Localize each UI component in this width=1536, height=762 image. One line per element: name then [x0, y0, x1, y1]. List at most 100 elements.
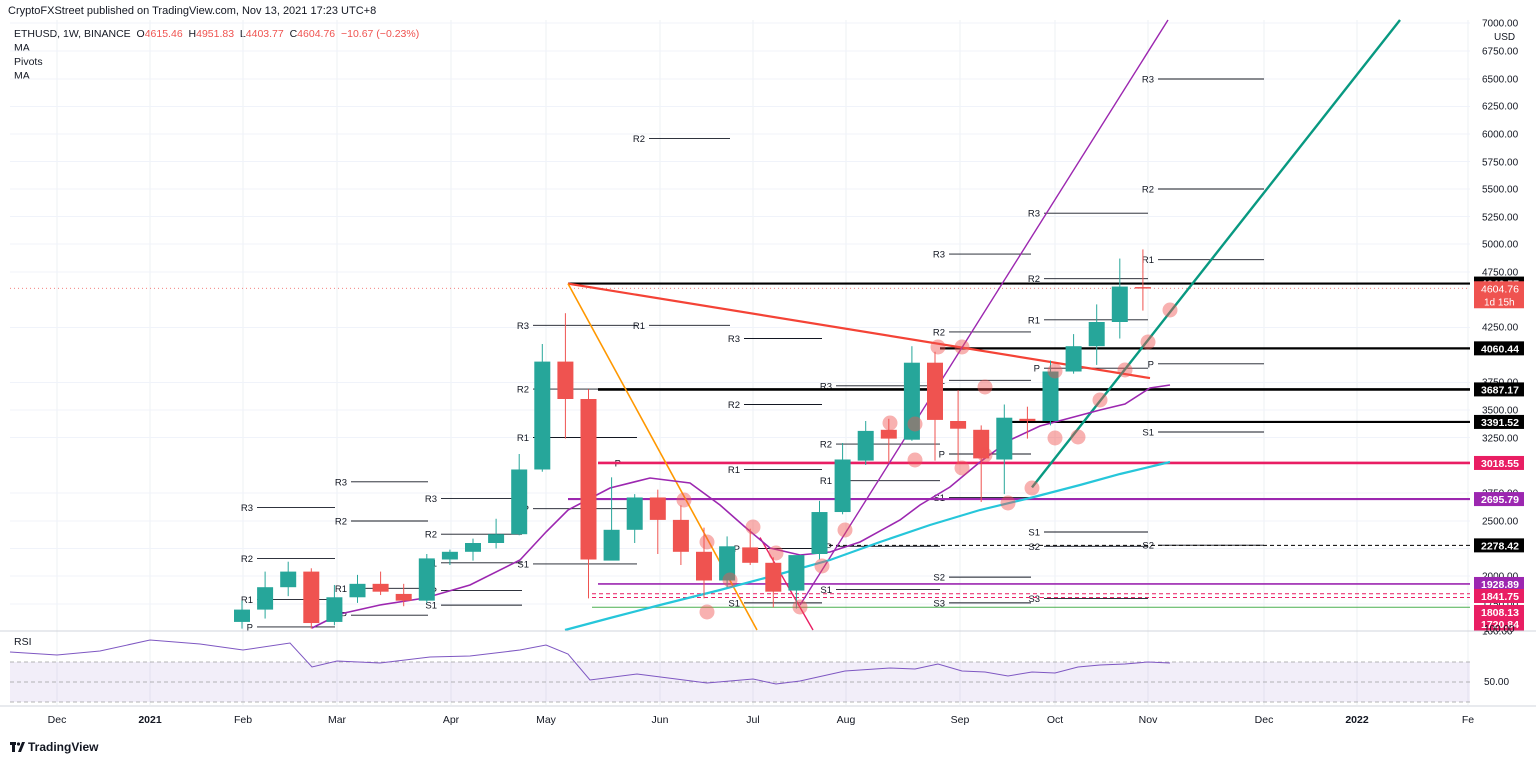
price-level-tag: [1474, 414, 1524, 429]
moving-average-fast: [311, 384, 1171, 629]
pivot-label: R2: [820, 440, 832, 451]
candle-up: [349, 583, 366, 598]
high-value: 4951.83: [196, 28, 235, 40]
current-price-text: 4604.76: [1481, 283, 1519, 295]
time-tick: May: [536, 714, 557, 726]
pivot-label: P: [1034, 364, 1040, 375]
price-level-tag: [1474, 455, 1524, 470]
price-level-tag-text: 3391.52: [1481, 417, 1519, 429]
ohlc-row: ETHUSD, 1W, BINANCE O4615.46 H4951.83 L4…: [14, 27, 419, 41]
pivot-label: R1: [633, 321, 645, 332]
descending-red-trendline: [567, 282, 1151, 380]
touch-marker: [1000, 495, 1016, 511]
time-tick: Sep: [951, 714, 970, 726]
candle-up: [1065, 346, 1082, 372]
short-magenta-trendline: [759, 537, 814, 631]
candle-up: [488, 534, 505, 543]
candle-down: [880, 429, 897, 439]
touch-marker: [954, 339, 970, 355]
pivot-label: R1: [1028, 315, 1040, 326]
rsi-tick: 50.00: [1484, 677, 1509, 688]
pivot-label: S2: [933, 573, 945, 584]
candle-up: [834, 459, 851, 513]
touch-marker: [768, 545, 784, 561]
candle-up: [1088, 322, 1105, 347]
candle-up: [857, 430, 874, 461]
pivot-label: R1: [1142, 255, 1154, 266]
touch-marker: [745, 519, 761, 535]
pivot-label: R2: [241, 554, 253, 565]
pivot-label: P: [939, 450, 945, 461]
pivot-label: R2: [728, 400, 740, 411]
price-level-tag: [1474, 341, 1524, 356]
open-value: 4615.46: [144, 28, 183, 40]
candle-up: [418, 558, 435, 601]
price-tick: 6250.00: [1482, 102, 1519, 113]
pivot-label: R1: [241, 595, 253, 606]
pivot-label: R3: [820, 381, 832, 392]
touch-marker: [814, 558, 830, 574]
touch-markers: [676, 302, 1178, 620]
open-key: O: [136, 28, 145, 40]
candle-up: [326, 597, 343, 622]
touch-marker: [882, 415, 898, 431]
pivot-label: R2: [933, 327, 945, 338]
pivot-label: P: [341, 611, 347, 622]
price-tick: 2500.00: [1482, 517, 1519, 528]
touch-marker: [1047, 363, 1063, 379]
candle-up: [441, 551, 458, 560]
candle-down: [649, 497, 666, 520]
symbol-label[interactable]: ETHUSD, 1W, BINANCE: [14, 28, 131, 40]
price-level-tag-text: 3687.17: [1481, 384, 1519, 396]
close-key: C: [289, 28, 298, 40]
touch-marker: [1070, 429, 1086, 445]
pivot-label: R3: [728, 334, 740, 345]
price-tick: 7000.00: [1482, 19, 1519, 30]
pivot-label: S1: [728, 598, 740, 609]
high-key: H: [188, 28, 197, 40]
candle-down: [372, 583, 389, 592]
price-level-tag: [1474, 617, 1524, 631]
price-level-tag-text: 1720.84: [1481, 619, 1519, 631]
pivot-label: S2: [1028, 542, 1040, 553]
candle-up: [1111, 286, 1128, 322]
price-level-tag: [1474, 382, 1524, 397]
touch-marker: [977, 379, 993, 395]
price-tick: 5750.00: [1482, 158, 1519, 169]
pivot-label: S3: [1028, 594, 1040, 605]
price-level-tag-text: 2695.79: [1481, 494, 1519, 506]
price-level-tag: [1474, 538, 1524, 553]
pivot-label: R1: [517, 433, 529, 444]
candle-down: [580, 399, 597, 560]
rsi-line: [9, 639, 1171, 685]
time-tick: Jul: [746, 714, 759, 726]
trend-lines: [567, 19, 1401, 631]
touch-marker: [722, 572, 738, 588]
candle-down: [1134, 287, 1151, 289]
time-tick: Jun: [652, 714, 669, 726]
low-value: 4403.77: [245, 28, 284, 40]
price-level-lines: [10, 282, 1470, 608]
price-tick: 6000.00: [1482, 130, 1519, 141]
candle-down: [973, 429, 990, 459]
touch-marker: [907, 452, 923, 468]
candle-down: [303, 571, 320, 624]
time-tick: Feb: [234, 714, 252, 726]
pivot-label: R2: [425, 530, 437, 541]
touch-marker: [676, 492, 692, 508]
price-axis: 7000.00 6750.00 6500.00 6250.00 6000.00 5750.…: [1471, 0, 1536, 705]
rsi-title[interactable]: RSI: [14, 636, 32, 648]
indicator-pivots[interactable]: Pivots: [14, 56, 43, 68]
price-tick: 5250.00: [1482, 213, 1519, 224]
price-level-tag-text: 4060.44: [1481, 343, 1519, 355]
candle-down: [395, 593, 412, 601]
rsi-tick: 100.00: [1484, 624, 1515, 635]
price-level-tag-text: 1808.13: [1481, 607, 1519, 619]
tradingview-footer[interactable]: TradingView: [10, 740, 98, 754]
price-level-tag-text: 2278.42: [1481, 540, 1519, 552]
candle-up: [257, 587, 274, 610]
pivot-label: R3: [335, 477, 347, 488]
pivot-label: R3: [1028, 209, 1040, 220]
pivot-label: S1: [820, 585, 832, 596]
